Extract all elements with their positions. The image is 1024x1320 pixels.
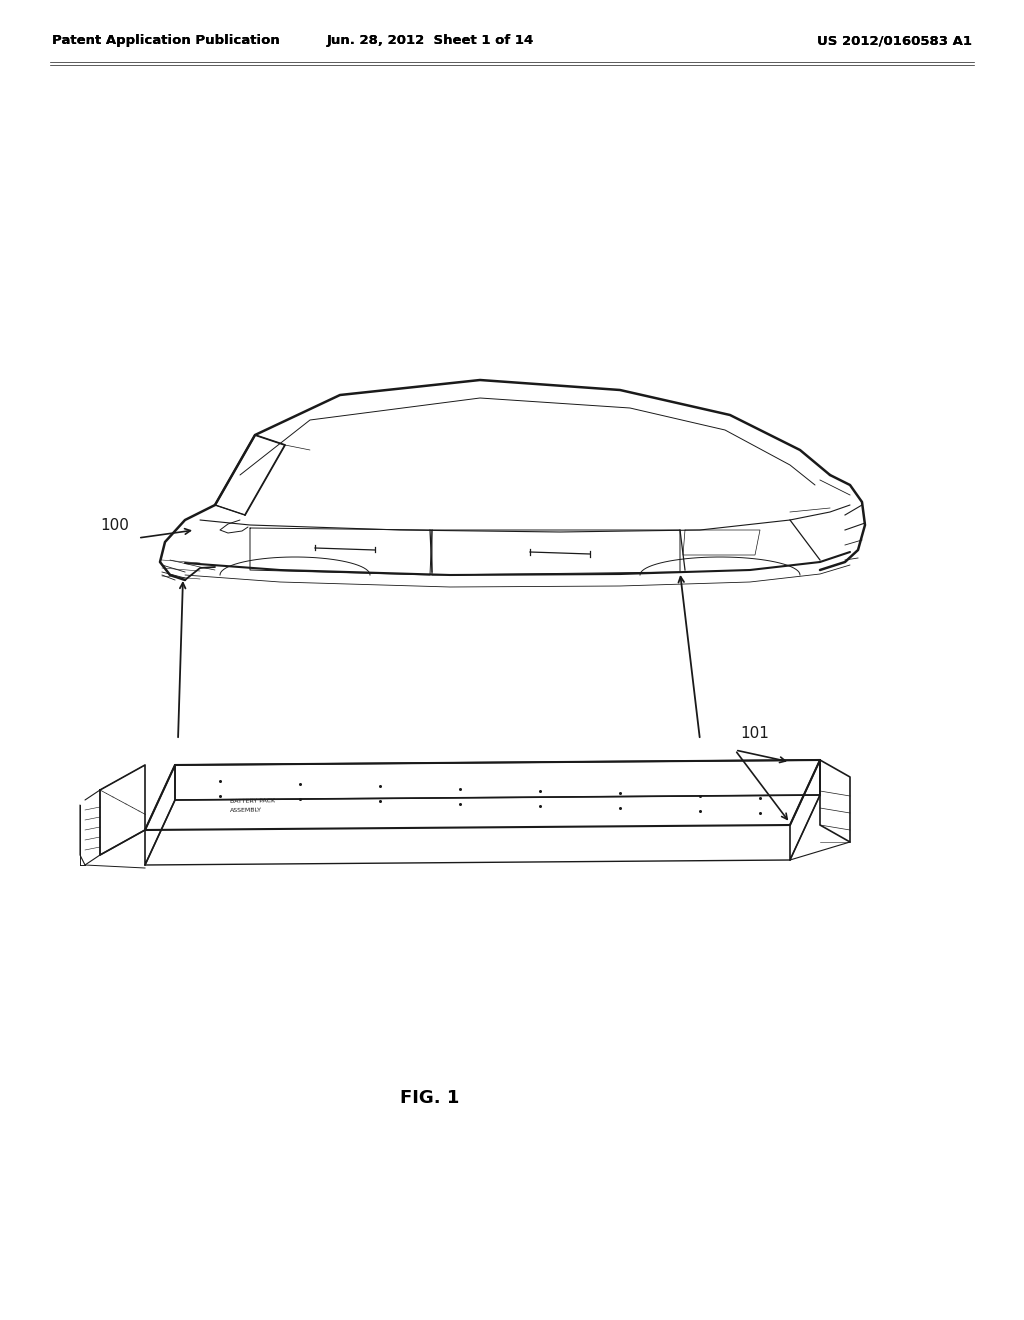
Text: Jun. 28, 2012  Sheet 1 of 14: Jun. 28, 2012 Sheet 1 of 14 [327,34,534,48]
Text: Patent Application Publication: Patent Application Publication [52,34,280,48]
Text: BATTERY PACK: BATTERY PACK [230,799,275,804]
Text: Patent Application Publication: Patent Application Publication [52,34,280,48]
Text: FIG. 1: FIG. 1 [400,1089,460,1107]
Text: US 2012/0160583 A1: US 2012/0160583 A1 [817,34,972,48]
Text: Jun. 28, 2012  Sheet 1 of 14: Jun. 28, 2012 Sheet 1 of 14 [327,34,534,48]
Text: ASSEMBLY: ASSEMBLY [230,808,262,813]
Text: 101: 101 [740,726,769,741]
Text: 100: 100 [100,517,129,533]
Text: US 2012/0160583 A1: US 2012/0160583 A1 [817,34,972,48]
